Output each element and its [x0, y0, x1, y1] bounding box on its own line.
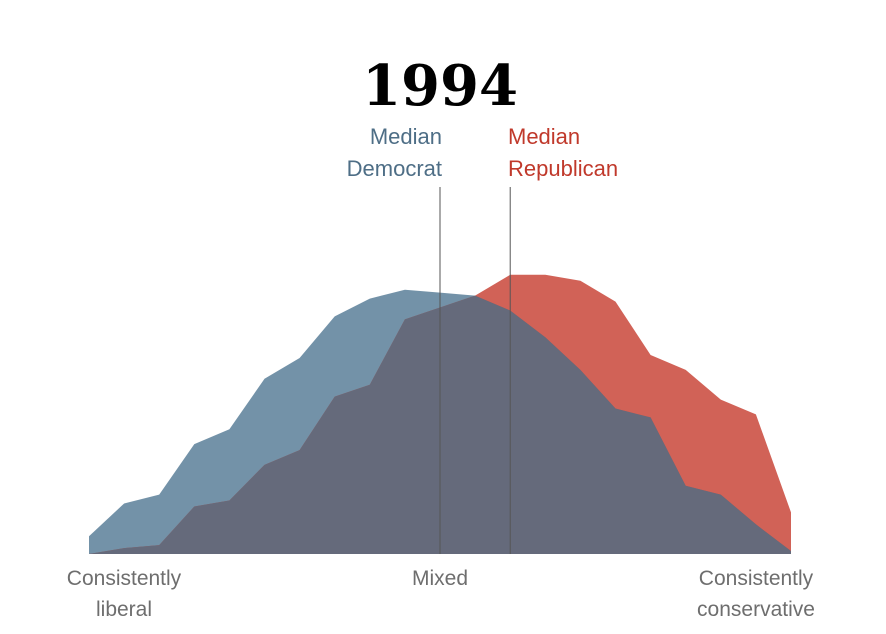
median-label-republican: Median Republican	[508, 124, 618, 181]
x-label-liberal-line1: Consistently	[67, 567, 182, 590]
x-label-liberal-line2: liberal	[96, 598, 152, 621]
median-republican-line2: Republican	[508, 156, 618, 181]
x-label-conservative-line1: Consistently	[699, 567, 814, 590]
median-democrat-line1: Median	[370, 124, 442, 149]
x-label-conservative-line2: conservative	[697, 598, 815, 621]
median-label-democrat: Median Democrat	[347, 124, 442, 181]
x-axis-labels: Consistently liberal Mixed Consistently …	[67, 567, 815, 621]
median-democrat-line2: Democrat	[347, 156, 442, 181]
chart-title: 1994	[362, 53, 518, 119]
x-label-mixed: Mixed	[412, 567, 468, 590]
median-republican-line1: Median	[508, 124, 580, 149]
